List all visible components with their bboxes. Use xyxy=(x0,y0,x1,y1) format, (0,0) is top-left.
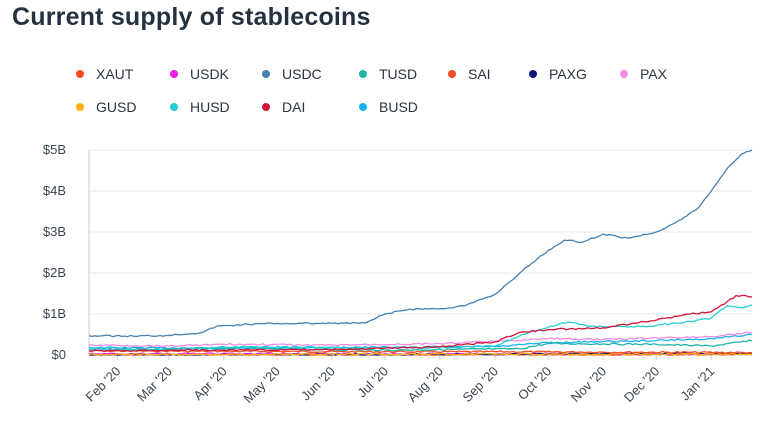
legend-label: TUSD xyxy=(379,66,418,82)
x-tick-label: Aug '20 xyxy=(405,364,446,405)
legend-item-pax[interactable]: PAX xyxy=(620,66,667,82)
x-tick-label: Feb '20 xyxy=(82,364,123,405)
legend-item-sai[interactable]: SAI xyxy=(448,66,491,82)
x-tick-label: Mar '20 xyxy=(134,364,175,405)
x-tick-label: Sep '20 xyxy=(460,364,501,405)
legend-label: DAI xyxy=(282,99,306,115)
legend-label: PAX xyxy=(640,66,667,82)
chart-title: Current supply of stablecoins xyxy=(12,3,371,31)
legend-item-dai[interactable]: DAI xyxy=(262,99,305,115)
x-tick-label: Jul '20 xyxy=(354,364,391,401)
y-axis: $0 $1B $2B $3B $4B $5B xyxy=(43,142,90,362)
series-line-usdc[interactable] xyxy=(88,149,753,338)
legend-label: SAI xyxy=(468,66,491,82)
legend-item-xaut[interactable]: XAUT xyxy=(76,66,133,82)
x-tick-label: Apr '20 xyxy=(190,364,229,403)
x-tick-label: Dec '20 xyxy=(621,364,662,405)
legend-marker xyxy=(448,70,456,78)
legend-label: USDC xyxy=(282,66,322,82)
legend-marker xyxy=(170,70,178,78)
y-tick-label: $1B xyxy=(43,306,66,321)
legend-marker xyxy=(359,103,367,111)
legend-item-usdk[interactable]: USDK xyxy=(170,66,229,82)
legend-item-tusd[interactable]: TUSD xyxy=(359,66,417,82)
series-line-pax[interactable] xyxy=(88,331,753,348)
y-tick-label: $3B xyxy=(43,224,66,239)
legend-label: HUSD xyxy=(190,99,230,115)
legend-label: USDK xyxy=(190,66,229,82)
legend-marker xyxy=(262,103,270,111)
legend-marker xyxy=(76,70,84,78)
y-tick-label: $2B xyxy=(43,265,66,280)
legend-label: PAXG xyxy=(549,66,587,82)
series-line-busd[interactable] xyxy=(88,333,753,350)
x-tick-label: Nov '20 xyxy=(568,364,609,405)
x-tick-label: Jun '20 xyxy=(298,364,338,404)
legend-marker xyxy=(359,70,367,78)
legend-marker xyxy=(76,103,84,111)
legend-item-usdc[interactable]: USDC xyxy=(262,66,322,82)
x-tick-label: Jan '21 xyxy=(677,364,717,404)
y-tick-label: $5B xyxy=(43,142,66,157)
x-axis: Feb '20 Mar '20 Apr '20 May '20 Jun '20 Jul '… xyxy=(82,355,717,406)
legend-marker xyxy=(170,103,178,111)
legend-label: BUSD xyxy=(379,99,418,115)
grid-lines xyxy=(89,149,752,356)
legend-marker xyxy=(262,70,270,78)
series-lines xyxy=(88,149,753,356)
series-line-dai[interactable] xyxy=(88,294,753,352)
y-tick-label: $4B xyxy=(43,183,66,198)
legend-label: GUSD xyxy=(96,99,137,115)
y-tick-label: $0 xyxy=(52,347,66,362)
legend-marker xyxy=(620,70,628,78)
series-line-gusd[interactable] xyxy=(88,352,753,356)
legend-item-gusd[interactable]: GUSD xyxy=(76,99,136,115)
legend-item-paxg[interactable]: PAXG xyxy=(529,66,587,82)
x-tick-label: May '20 xyxy=(241,364,284,407)
legend-item-husd[interactable]: HUSD xyxy=(170,99,230,115)
legend-item-busd[interactable]: BUSD xyxy=(359,99,418,115)
x-tick-label: Oct '20 xyxy=(515,364,554,403)
legend-label: XAUT xyxy=(96,66,134,82)
legend-marker xyxy=(529,70,537,78)
